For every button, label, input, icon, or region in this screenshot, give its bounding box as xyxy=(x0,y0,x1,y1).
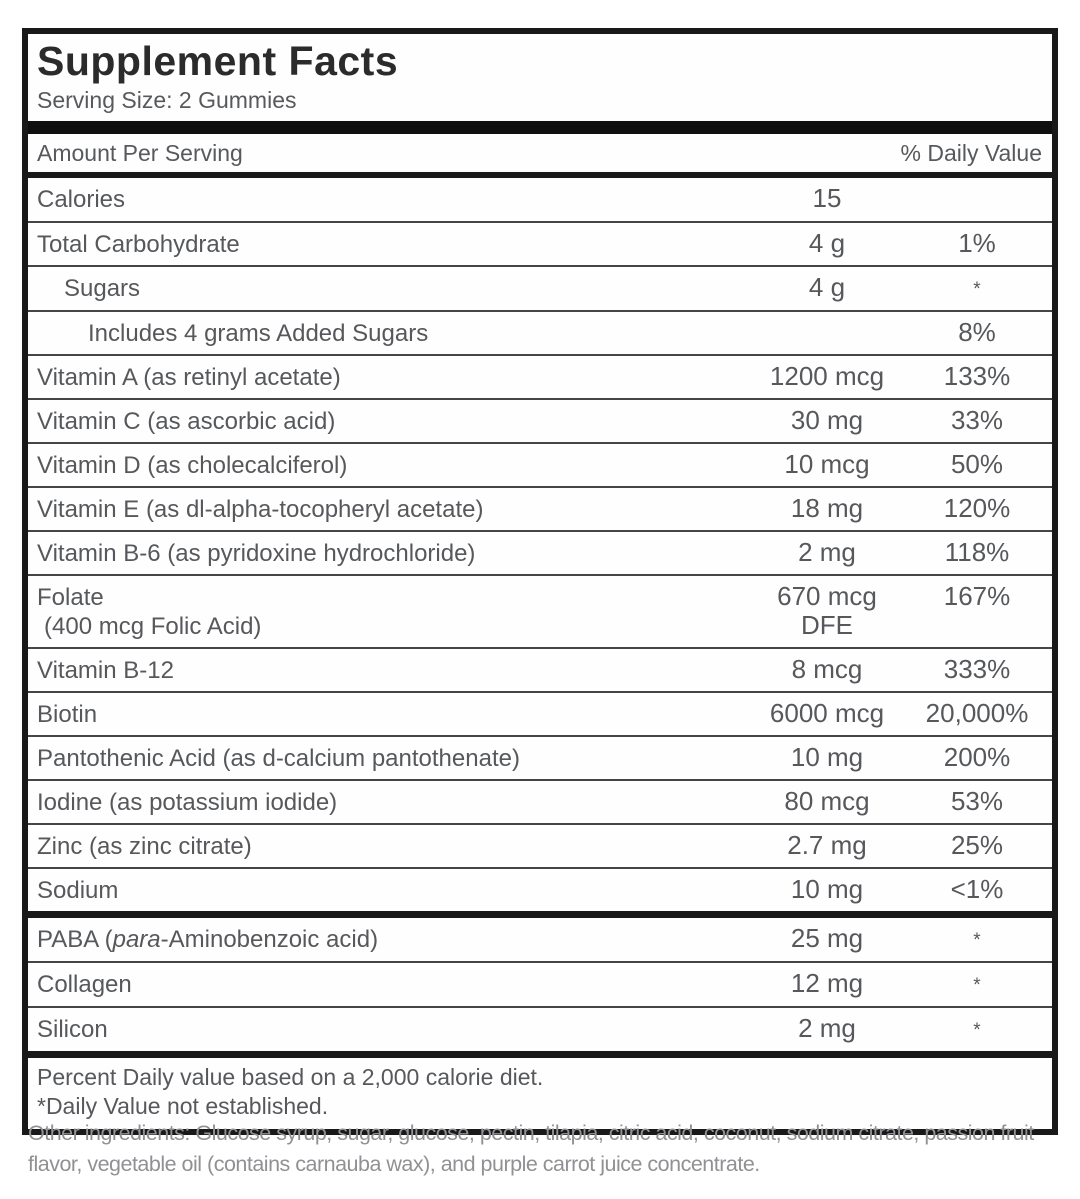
table-row: Includes 4 grams Added Sugars 8% xyxy=(28,310,1052,354)
table-row: Vitamin A (as retinyl acetate) 1200 mcg … xyxy=(28,354,1052,398)
nutrient-daily-value: 53% xyxy=(950,786,1004,816)
label-header: Supplement Facts Serving Size: 2 Gummies xyxy=(28,34,1052,121)
nutrient-amount xyxy=(752,312,902,324)
table-row: Vitamin C (as ascorbic acid) 30 mg 33% xyxy=(28,398,1052,442)
nutrient-daily-value: 133% xyxy=(943,361,1011,391)
nutrient-amount: 4 g xyxy=(808,228,846,258)
nutrient-name: PABA (para-Aminobenzoic acid) xyxy=(37,926,379,953)
footnote-daily-value: Percent Daily value based on a 2,000 cal… xyxy=(37,1064,544,1090)
table-row: Sugars 4 g * xyxy=(28,265,1052,310)
table-row: Vitamin D (as cholecalciferol) 10 mcg 50… xyxy=(28,442,1052,486)
nutrient-name: Vitamin E (as dl-alpha-tocopheryl acetat… xyxy=(37,496,484,523)
nutrient-name: Zinc (as zinc citrate) xyxy=(37,833,252,860)
nutrient-daily-value: 333% xyxy=(943,654,1011,684)
nutrient-amount: 18 mg xyxy=(790,493,864,523)
nutrient-name: Sugars xyxy=(64,275,141,302)
nutrient-amount: 2 mg xyxy=(798,537,856,567)
nutrient-daily-value: <1% xyxy=(950,874,1004,904)
nutrient-daily-value: * xyxy=(973,930,981,951)
nutrient-amount: 10 mcg xyxy=(784,449,870,479)
table-row: Vitamin E (as dl-alpha-tocopheryl acetat… xyxy=(28,486,1052,530)
serving-size: Serving Size: 2 Gummies xyxy=(37,87,297,113)
table-row: Calories 15 xyxy=(28,178,1052,221)
footnote-not-established: *Daily Value not established. xyxy=(37,1093,329,1119)
nutrient-amount: 30 mg xyxy=(790,405,864,435)
nutrient-amount: 2 mg xyxy=(798,1013,856,1043)
table-row: Silicon 2 mg * xyxy=(28,1006,1052,1051)
nutrient-name: Vitamin B-12 xyxy=(37,657,174,684)
amount-per-serving-header: Amount Per Serving xyxy=(37,140,243,166)
nutrient-daily-value: 167% xyxy=(943,581,1011,611)
table-row: Iodine (as potassium iodide) 80 mcg 53% xyxy=(28,779,1052,823)
table-row: Biotin 6000 mcg 20,000% xyxy=(28,691,1052,735)
nutrient-amount: 6000 mcg xyxy=(769,698,885,728)
nutrient-name: Calories xyxy=(37,186,126,213)
nutrient-daily-value: 50% xyxy=(950,449,1004,479)
nutrient-daily-value: * xyxy=(973,1020,981,1041)
nutrient-name: Biotin xyxy=(37,701,98,728)
nutrient-name: Vitamin B-6 (as pyridoxine hydrochloride… xyxy=(37,540,476,567)
nutrient-daily-value: * xyxy=(973,279,981,300)
nutrient-name: Vitamin D (as cholecalciferol) xyxy=(37,452,348,479)
nutrient-name: Folate (400 mcg Folic Acid) xyxy=(37,584,262,640)
nutrient-name: Iodine (as potassium iodide) xyxy=(37,789,338,816)
nutrient-name: Vitamin C (as ascorbic acid) xyxy=(37,408,336,435)
table-row: PABA (para-Aminobenzoic acid) 25 mg * xyxy=(28,911,1052,961)
nutrient-name: Collagen xyxy=(37,971,132,998)
table-row: Folate (400 mcg Folic Acid) 670 mcg DFE 16… xyxy=(28,574,1052,647)
nutrient-amount: 25 mg xyxy=(790,923,864,953)
nutrient-amount: 15 xyxy=(812,183,842,213)
nutrient-daily-value: 1% xyxy=(958,228,996,258)
nutrient-amount: 80 mcg xyxy=(784,786,870,816)
label-title: Supplement Facts xyxy=(37,38,399,84)
table-row: Pantothenic Acid (as d-calcium pantothen… xyxy=(28,735,1052,779)
nutrient-daily-value: 120% xyxy=(943,493,1011,523)
nutrient-daily-value: 200% xyxy=(943,742,1011,772)
nutrient-amount: 10 mg xyxy=(790,742,864,772)
table-row: Total Carbohydrate 4 g 1% xyxy=(28,221,1052,265)
table-row: Vitamin B-6 (as pyridoxine hydrochloride… xyxy=(28,530,1052,574)
nutrient-rows: Calories 15 Total Carbohydrate 4 g 1% Su… xyxy=(28,178,1052,1051)
nutrient-amount: 12 mg xyxy=(790,968,864,998)
nutrient-daily-value: 20,000% xyxy=(925,698,1029,728)
daily-value-header: % Daily Value xyxy=(900,140,1042,166)
nutrient-name: Includes 4 grams Added Sugars xyxy=(88,320,429,347)
nutrient-daily-value xyxy=(902,178,1052,190)
nutrient-amount: 4 g xyxy=(808,272,846,302)
nutrient-name: Vitamin A (as retinyl acetate) xyxy=(37,364,341,391)
nutrient-name: Silicon xyxy=(37,1016,108,1043)
thick-divider-top xyxy=(28,121,1052,134)
nutrient-amount: 1200 mcg xyxy=(769,361,885,391)
nutrient-name: Pantothenic Acid (as d-calcium pantothen… xyxy=(37,745,520,772)
nutrient-daily-value: 8% xyxy=(958,317,996,347)
table-row: Zinc (as zinc citrate) 2.7 mg 25% xyxy=(28,823,1052,867)
nutrient-name: Total Carbohydrate xyxy=(37,231,240,258)
nutrient-amount: 670 mcg DFE xyxy=(777,581,877,640)
nutrient-amount: 2.7 mg xyxy=(787,830,867,860)
nutrient-amount: 8 mcg xyxy=(791,654,863,684)
column-header-row: Amount Per Serving % Daily Value xyxy=(28,134,1052,178)
supplement-facts-label: Supplement Facts Serving Size: 2 Gummies… xyxy=(22,28,1058,1135)
table-row: Sodium 10 mg <1% xyxy=(28,867,1052,911)
nutrient-daily-value: * xyxy=(973,975,981,996)
nutrient-amount: 10 mg xyxy=(790,874,864,904)
footnote-section: Percent Daily value based on a 2,000 cal… xyxy=(28,1051,1052,1129)
nutrient-daily-value: 33% xyxy=(950,405,1004,435)
table-row: Collagen 12 mg * xyxy=(28,961,1052,1006)
other-ingredients-text: Other ingredients: Glucose syrup, sugar,… xyxy=(28,1121,1034,1176)
nutrient-daily-value: 118% xyxy=(944,537,1010,567)
table-row: Vitamin B-12 8 mcg 333% xyxy=(28,647,1052,691)
nutrient-daily-value: 25% xyxy=(950,830,1004,860)
nutrient-name: Sodium xyxy=(37,877,119,904)
